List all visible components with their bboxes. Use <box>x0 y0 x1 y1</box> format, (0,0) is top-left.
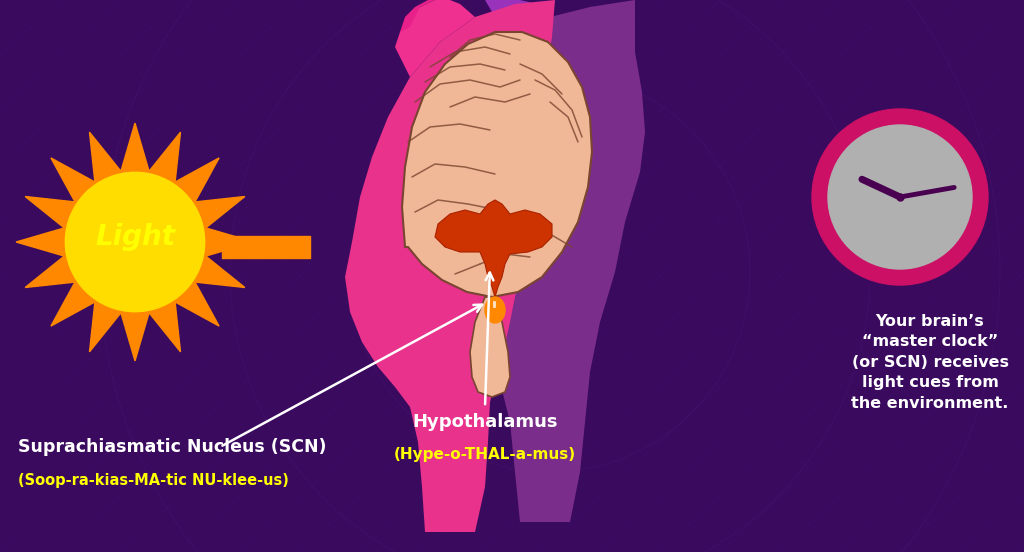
Polygon shape <box>345 0 555 532</box>
Polygon shape <box>485 0 550 34</box>
Polygon shape <box>435 200 552 297</box>
Polygon shape <box>470 297 510 397</box>
Polygon shape <box>485 297 505 323</box>
Polygon shape <box>400 0 435 32</box>
Text: (Hype-o-THAL-a-mus): (Hype-o-THAL-a-mus) <box>394 447 577 461</box>
Text: (Soop-ra-kias-MA-tic NU-klee-us): (Soop-ra-kias-MA-tic NU-klee-us) <box>18 473 289 487</box>
Text: Suprachiasmatic Nucleus (SCN): Suprachiasmatic Nucleus (SCN) <box>18 438 327 456</box>
Polygon shape <box>395 0 475 77</box>
Circle shape <box>812 109 988 285</box>
Circle shape <box>66 172 205 312</box>
Text: Your brain’s
“master clock”
(or SCN) receives
light cues from
the environment.: Your brain’s “master clock” (or SCN) rec… <box>851 314 1009 411</box>
Circle shape <box>828 125 972 269</box>
Polygon shape <box>420 0 645 522</box>
Text: Light: Light <box>95 223 175 251</box>
Polygon shape <box>402 32 592 297</box>
Polygon shape <box>16 123 254 361</box>
Text: Hypothalamus: Hypothalamus <box>413 413 558 431</box>
